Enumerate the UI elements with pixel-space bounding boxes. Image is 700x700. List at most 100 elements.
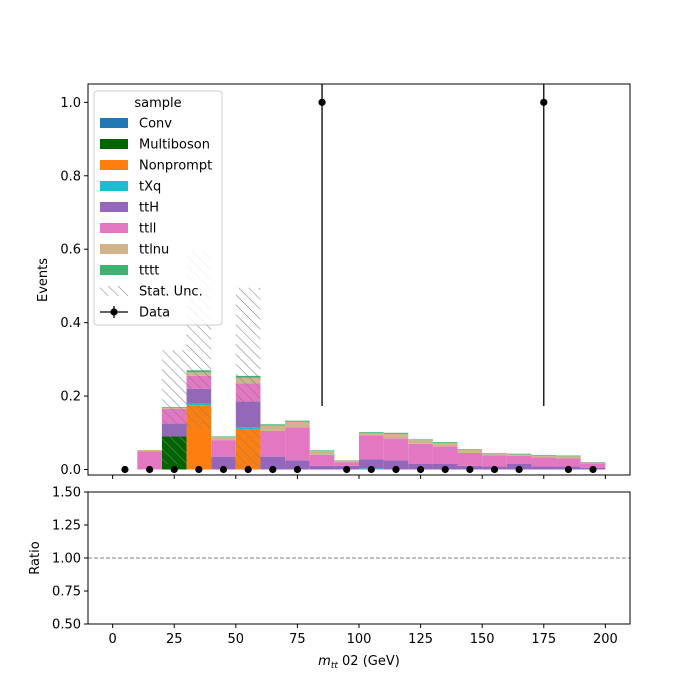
bar-tttt-bin-13 [457, 449, 483, 451]
data-point-11 [392, 465, 400, 474]
bar-tttt-bin-6 [285, 420, 310, 422]
bar-tttt-bin-11 [408, 439, 433, 441]
data-point-4 [219, 465, 228, 474]
ratio-xtick-label-1: 25 [166, 632, 183, 647]
ratio-y-axis-label: Ratio [28, 541, 43, 574]
bar-ttlnu-bin-16 [531, 455, 557, 458]
data-point-17 [540, 98, 548, 106]
data-point-5 [244, 465, 252, 474]
bar-ttlnu-bin-15 [506, 454, 532, 456]
bar-ttll-bin-17 [556, 458, 581, 467]
x-axis-label-sub: tt [331, 661, 339, 671]
data-point-8 [318, 98, 326, 106]
data-point-19 [589, 465, 597, 474]
bar-ttll-bin-18 [580, 463, 606, 468]
data-point-7 [293, 465, 302, 474]
data-point-18 [564, 465, 573, 474]
bar-ttll-bin-5 [260, 430, 286, 457]
stat-unc-bin-4 [235, 287, 261, 470]
bar-tttt-bin-5 [260, 424, 286, 426]
bar-tttt-bin-14 [482, 453, 507, 455]
bar-ttll-bin-0 [137, 451, 162, 470]
data-point-6 [269, 465, 277, 474]
x-axis-label: mtt 02 (GeV) [318, 654, 400, 671]
legend-swatch-ttll [100, 223, 128, 233]
ratio-ytick-label-4: 1.50 [52, 486, 81, 501]
legend-label-tth: ttH [139, 201, 159, 216]
bar-tth-bin-7 [309, 465, 335, 470]
data-point-12 [416, 465, 425, 474]
legend-swatch-tttt [100, 265, 128, 275]
bar-tttt-bin-12 [432, 441, 458, 443]
bar-ttlnu-bin-9 [359, 432, 384, 436]
bar-ttll-bin-7 [309, 454, 335, 466]
bar-tttt-bin-16 [531, 455, 557, 456]
bar-tth-bin-3 [211, 456, 236, 470]
data-point-2 [170, 465, 178, 474]
bar-tttt-bin-7 [309, 450, 335, 452]
legend-label-nonprompt: Nonprompt [139, 159, 212, 174]
main-ytick-label-5: 1.0 [60, 96, 81, 111]
bar-ttlnu-bin-13 [457, 450, 483, 453]
main-x-axis [112, 475, 606, 479]
bar-ttlnu-bin-14 [482, 454, 507, 456]
ratio-ytick-label-2: 1.00 [52, 552, 81, 567]
bar-ttlnu-bin-12 [432, 442, 458, 447]
legend: sample Conv Multiboson Nonprompt tXq ttH ttll… [93, 90, 223, 326]
data-point-13 [441, 465, 449, 474]
legend-swatch-nonprompt [100, 160, 128, 170]
ratio-xtick-label-8: 200 [593, 632, 618, 647]
bar-tttt-bin-3 [211, 436, 236, 438]
ratio-xtick-label-6: 150 [470, 632, 495, 647]
bar-ttll-bin-13 [457, 452, 483, 466]
bar-ttll-bin-6 [285, 427, 310, 461]
main-ytick-label-0: 0.0 [60, 463, 81, 478]
ratio-panel: 0.50 0.75 1.00 1.25 1.50 0 25 50 75 100 125 150 175… [28, 486, 631, 671]
x-axis-label-rest: 02 (GeV) [338, 654, 400, 669]
legend-label-tttt: tttt [139, 264, 159, 279]
bar-tth-bin-9 [359, 459, 384, 469]
ratio-ytick-label-0: 0.50 [52, 618, 81, 633]
bar-tttt-bin-10 [383, 432, 409, 434]
ratio-ytick-label-1: 0.75 [52, 585, 81, 600]
main-y-axis: 0.0 0.2 0.4 0.6 0.8 1.0 [60, 96, 88, 478]
bar-tttt-bin-17 [556, 455, 581, 457]
bar-ttll-bin-8 [334, 462, 359, 466]
legend-swatch-stat-unc [100, 286, 128, 296]
bar-tth-bin-5 [260, 456, 286, 470]
legend-swatch-tth [100, 202, 128, 212]
legend-swatch-multiboson [100, 139, 128, 149]
bar-ttll-bin-15 [506, 455, 532, 464]
legend-label-conv: Conv [139, 117, 172, 132]
main-y-axis-label: Events [36, 258, 51, 302]
legend-label-ttlnu: ttlnu [139, 243, 169, 258]
bar-tth-bin-16 [531, 466, 557, 470]
main-panel: 0.0 0.2 0.4 0.6 0.8 1.0 Events sample Conv Mul… [36, 83, 631, 479]
ratio-xtick-label-4: 100 [347, 632, 372, 647]
bar-ttll-bin-11 [408, 443, 433, 464]
main-ytick-label-4: 0.8 [60, 169, 81, 184]
main-ytick-label-3: 0.6 [60, 243, 81, 258]
legend-items: Conv Multiboson Nonprompt tXq ttH ttll ttlnu tt… [100, 117, 212, 321]
bar-ttll-bin-3 [211, 440, 236, 457]
legend-label-ttll: ttll [139, 222, 156, 237]
data-point-10 [367, 465, 375, 474]
bar-ttlnu-bin-3 [211, 437, 236, 441]
bar-ttlnu-bin-7 [309, 451, 335, 455]
legend-title: sample [134, 96, 181, 111]
ratio-xtick-label-7: 175 [531, 632, 556, 647]
bar-ttlnu-bin-11 [408, 440, 433, 444]
bar-ttlnu-bin-0 [137, 450, 162, 452]
data-point-14 [466, 465, 474, 474]
data-points [121, 84, 597, 474]
bar-ttll-bin-9 [359, 435, 384, 460]
bar-ttlnu-bin-10 [383, 433, 409, 439]
bar-ttlnu-bin-8 [334, 460, 359, 463]
bar-ttlnu-bin-6 [285, 421, 310, 428]
legend-data-marker [110, 308, 118, 316]
data-point-9 [343, 465, 351, 474]
bar-ttll-bin-16 [531, 457, 557, 467]
data-point-16 [515, 465, 523, 474]
ratio-xtick-label-5: 125 [408, 632, 433, 647]
